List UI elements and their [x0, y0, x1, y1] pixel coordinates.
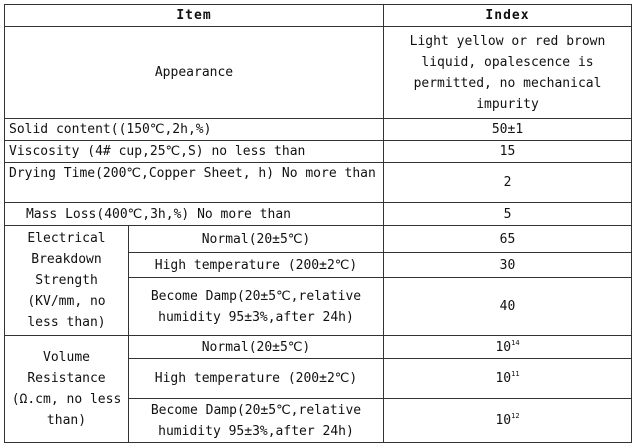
header-row: Item Index	[4, 4, 632, 27]
table-row: Viscosity (4# cup,25℃,S) no less than 15	[4, 140, 632, 163]
solid-item: Solid content((150℃,2h,%)	[4, 118, 384, 141]
table-row: Drying Time(200℃,Copper Sheet, h) No mor…	[4, 162, 632, 203]
table-row: High temperature (200±2℃) 1011	[5, 358, 632, 399]
resistance-normal-exp: 14	[511, 338, 520, 347]
breakdown-normal-item: Normal(20±5℃)	[128, 225, 384, 253]
massloss-item: Mass Loss(400℃,3h,%) No more than	[4, 202, 384, 226]
resistance-damp-exp: 12	[511, 412, 520, 420]
breakdown-high-item: High temperature (200±2℃)	[128, 252, 384, 278]
resistance-high-index: 1011	[383, 358, 632, 399]
resistance-high-item: High temperature (200±2℃)	[128, 358, 384, 399]
resistance-damp-index: 1012	[383, 398, 632, 443]
resistance-high-exp: 11	[511, 370, 520, 378]
drying-item: Drying Time(200℃,Copper Sheet, h) No mor…	[4, 162, 384, 203]
breakdown-damp-item: Become Damp(20±5℃,relative humidity 95±3…	[128, 277, 384, 336]
breakdown-damp-index: 40	[383, 277, 632, 336]
item-header: Item	[4, 4, 384, 27]
appearance-index: Light yellow or red brown liquid, opales…	[383, 26, 632, 119]
resistance-normal-base: 10	[495, 339, 512, 355]
resistance-normal-item: Normal(20±5℃)	[128, 335, 384, 359]
massloss-index: 5	[383, 202, 632, 226]
viscosity-item: Viscosity (4# cup,25℃,S) no less than	[4, 140, 384, 163]
table-row: Mass Loss(400℃,3h,%) No more than 5	[4, 202, 632, 226]
breakdown-high-index: 30	[383, 252, 632, 278]
resistance-damp-base: 10	[495, 413, 512, 428]
spec-table: Item Index Appearance Light yellow or re…	[4, 4, 632, 443]
index-header: Index	[383, 4, 632, 27]
table-row: Electrical Breakdown Strength (KV/mm, no…	[4, 225, 632, 336]
table-row: Become Damp(20±5℃,relative humidity 95±3…	[5, 398, 632, 443]
solid-index: 50±1	[383, 118, 632, 141]
breakdown-normal-index: 65	[383, 225, 632, 253]
table-row: Appearance Light yellow or red brown liq…	[4, 26, 632, 119]
viscosity-index: 15	[383, 140, 632, 163]
resistance-group-label: Volume Resistance (Ω.cm, no less than)	[4, 335, 129, 443]
table-row: High temperature (200±2℃) 30	[5, 252, 632, 278]
resistance-high-base: 10	[495, 371, 512, 386]
drying-index: 2	[383, 162, 632, 203]
table-row: Become Damp(20±5℃,relative humidity 95±3…	[5, 277, 632, 336]
breakdown-group-label: Electrical Breakdown Strength (KV/mm, no…	[4, 225, 129, 336]
resistance-damp-item: Become Damp(20±5℃,relative humidity 95±3…	[128, 398, 384, 443]
appearance-item: Appearance	[4, 26, 384, 119]
table-row: Solid content((150℃,2h,%) 50±1	[4, 118, 632, 141]
resistance-normal-index: 1014	[383, 335, 632, 359]
table-row: Volume Resistance (Ω.cm, no less than) N…	[4, 335, 632, 443]
